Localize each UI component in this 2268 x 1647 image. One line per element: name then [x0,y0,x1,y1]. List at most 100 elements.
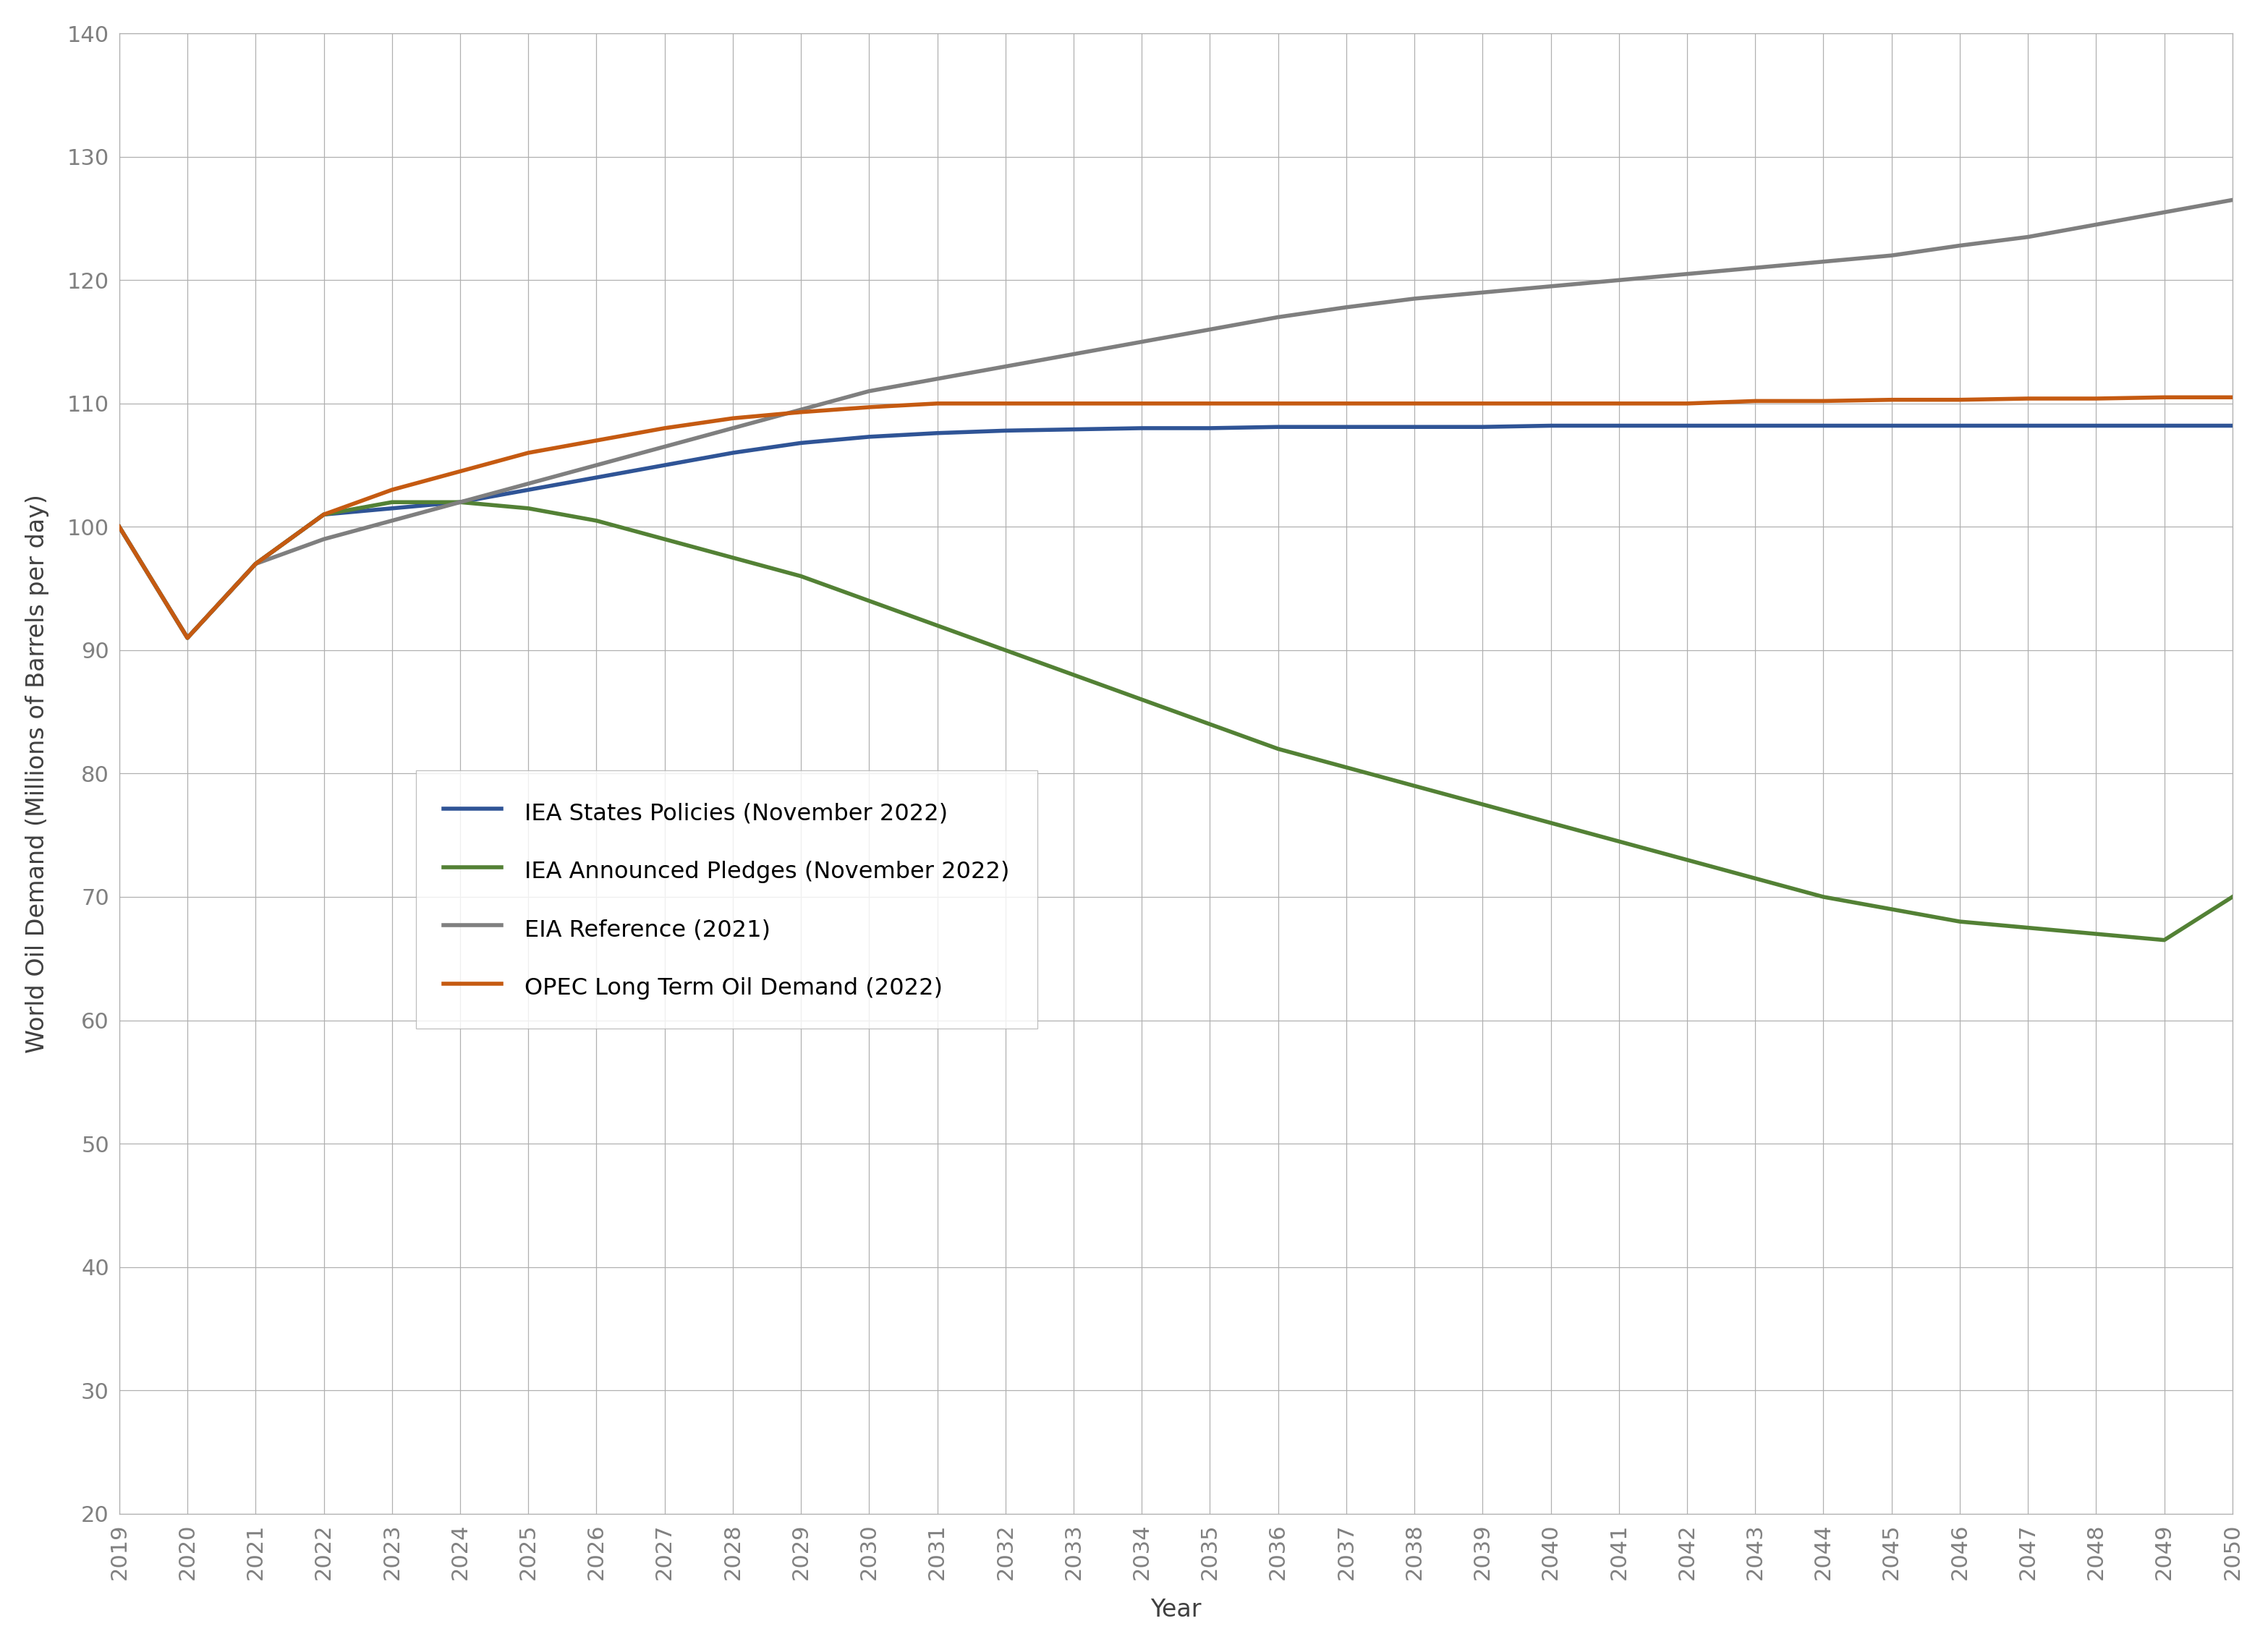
IEA States Policies (November 2022) [855,427,882,446]
IEA Announced Pledges (November 2022) [2082,924,2109,944]
IEA Announced Pledges (November 2022) [1402,776,1429,796]
IEA States Policies (November 2022) [311,504,338,524]
OPEC Long Term Oil Demand (2022) [243,553,270,573]
EIA Reference (2021) [1334,298,1361,318]
EIA Reference (2021) [1810,252,1837,272]
EIA Reference (2021) [2218,189,2245,209]
EIA Reference (2021) [243,553,270,573]
IEA States Policies (November 2022) [175,628,202,647]
IEA States Policies (November 2022) [515,479,542,499]
IEA Announced Pledges (November 2022) [2150,931,2177,950]
IEA States Policies (November 2022) [1402,417,1429,436]
IEA Announced Pledges (November 2022) [1878,899,1905,919]
IEA Announced Pledges (November 2022) [175,628,202,647]
IEA Announced Pledges (November 2022) [2218,888,2245,907]
OPEC Long Term Oil Demand (2022) [991,394,1018,413]
IEA States Policies (November 2022) [2218,415,2245,435]
EIA Reference (2021) [1606,270,1633,290]
OPEC Long Term Oil Demand (2022) [175,628,202,647]
IEA States Policies (November 2022) [2082,415,2109,435]
EIA Reference (2021) [1195,320,1222,339]
EIA Reference (2021) [1674,264,1701,283]
IEA Announced Pledges (November 2022) [1195,715,1222,735]
IEA States Policies (November 2022) [447,492,474,512]
IEA States Policies (November 2022) [1742,415,1769,435]
Line: OPEC Long Term Oil Demand (2022): OPEC Long Term Oil Demand (2022) [120,397,2232,637]
EIA Reference (2021) [1878,245,1905,265]
IEA States Policies (November 2022) [2014,415,2041,435]
EIA Reference (2021) [787,400,814,420]
EIA Reference (2021) [1946,236,1973,255]
OPEC Long Term Oil Demand (2022) [1606,394,1633,413]
EIA Reference (2021) [719,418,746,438]
IEA States Policies (November 2022) [1059,420,1086,440]
IEA Announced Pledges (November 2022) [583,511,610,530]
IEA States Policies (November 2022) [583,468,610,488]
OPEC Long Term Oil Demand (2022) [515,443,542,463]
OPEC Long Term Oil Demand (2022) [311,504,338,524]
EIA Reference (2021) [2014,227,2041,247]
OPEC Long Term Oil Demand (2022) [1059,394,1086,413]
OPEC Long Term Oil Demand (2022) [1470,394,1497,413]
EIA Reference (2021) [1402,288,1429,308]
X-axis label: Year: Year [1150,1598,1202,1622]
IEA States Policies (November 2022) [1470,417,1497,436]
IEA Announced Pledges (November 2022) [1334,758,1361,777]
IEA States Policies (November 2022) [1674,415,1701,435]
OPEC Long Term Oil Demand (2022) [447,461,474,481]
IEA Announced Pledges (November 2022) [1674,850,1701,870]
EIA Reference (2021) [311,529,338,548]
Line: EIA Reference (2021): EIA Reference (2021) [120,199,2232,637]
IEA Announced Pledges (November 2022) [719,548,746,568]
Y-axis label: World Oil Demand (Millions of Barrels per day): World Oil Demand (Millions of Barrels pe… [25,494,50,1052]
IEA Announced Pledges (November 2022) [787,567,814,586]
IEA States Policies (November 2022) [719,443,746,463]
IEA States Policies (November 2022) [923,423,950,443]
OPEC Long Term Oil Demand (2022) [2014,389,2041,408]
OPEC Long Term Oil Demand (2022) [2218,387,2245,407]
EIA Reference (2021) [107,517,134,537]
IEA Announced Pledges (November 2022) [1127,690,1154,710]
IEA States Policies (November 2022) [1195,418,1222,438]
OPEC Long Term Oil Demand (2022) [855,397,882,417]
Line: IEA States Policies (November 2022): IEA States Policies (November 2022) [120,425,2232,637]
IEA States Policies (November 2022) [1810,415,1837,435]
IEA States Policies (November 2022) [1266,417,1293,436]
IEA States Policies (November 2022) [1334,417,1361,436]
OPEC Long Term Oil Demand (2022) [719,408,746,428]
EIA Reference (2021) [923,369,950,389]
IEA Announced Pledges (November 2022) [447,492,474,512]
OPEC Long Term Oil Demand (2022) [107,517,134,537]
Legend: IEA States Policies (November 2022), IEA Announced Pledges (November 2022), EIA : IEA States Policies (November 2022), IEA… [415,771,1036,1028]
IEA Announced Pledges (November 2022) [1810,888,1837,907]
OPEC Long Term Oil Demand (2022) [1538,394,1565,413]
OPEC Long Term Oil Demand (2022) [787,402,814,422]
EIA Reference (2021) [175,628,202,647]
OPEC Long Term Oil Demand (2022) [1674,394,1701,413]
EIA Reference (2021) [1127,333,1154,352]
Line: IEA Announced Pledges (November 2022): IEA Announced Pledges (November 2022) [120,502,2232,940]
OPEC Long Term Oil Demand (2022) [379,479,406,499]
EIA Reference (2021) [1470,283,1497,303]
OPEC Long Term Oil Demand (2022) [1334,394,1361,413]
EIA Reference (2021) [1538,277,1565,296]
IEA States Policies (November 2022) [1946,415,1973,435]
OPEC Long Term Oil Demand (2022) [1742,390,1769,410]
IEA States Policies (November 2022) [787,433,814,453]
OPEC Long Term Oil Demand (2022) [1810,390,1837,410]
EIA Reference (2021) [855,380,882,400]
IEA Announced Pledges (November 2022) [379,492,406,512]
IEA Announced Pledges (November 2022) [1606,832,1633,851]
IEA Announced Pledges (November 2022) [855,591,882,611]
EIA Reference (2021) [1742,259,1769,278]
OPEC Long Term Oil Demand (2022) [2082,389,2109,408]
IEA States Policies (November 2022) [243,553,270,573]
IEA States Policies (November 2022) [1127,418,1154,438]
IEA States Policies (November 2022) [991,420,1018,440]
IEA Announced Pledges (November 2022) [923,616,950,636]
OPEC Long Term Oil Demand (2022) [923,394,950,413]
IEA Announced Pledges (November 2022) [107,517,134,537]
IEA Announced Pledges (November 2022) [515,499,542,519]
OPEC Long Term Oil Demand (2022) [1878,390,1905,410]
OPEC Long Term Oil Demand (2022) [1266,394,1293,413]
